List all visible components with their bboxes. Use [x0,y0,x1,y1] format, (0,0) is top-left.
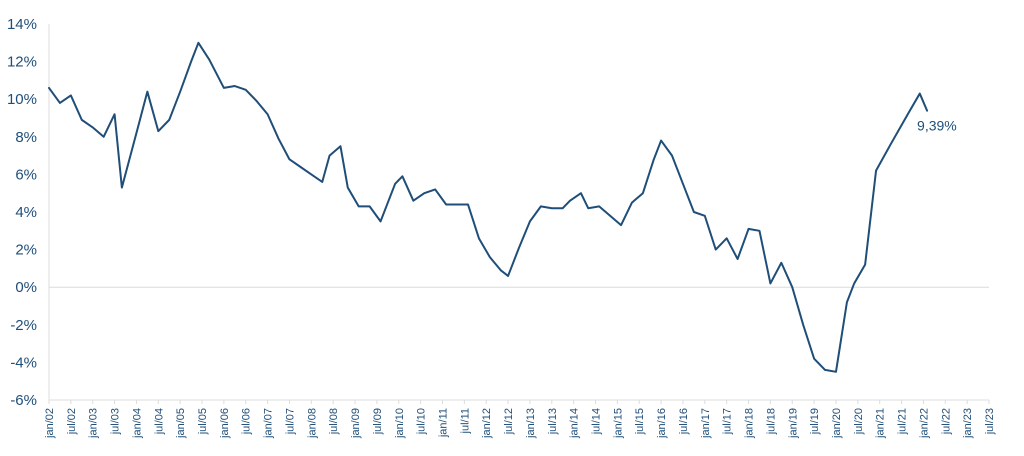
x-tick-label: jan/08 [306,408,318,439]
x-tick-label: jul/06 [241,408,253,435]
x-tick-label: jul/17 [722,408,734,435]
x-tick-label: jul/02 [66,408,78,435]
x-tick-label: jul/04 [153,408,165,435]
y-tick-label: 0% [15,279,37,296]
x-tick-label: jan/10 [394,408,406,439]
x-tick-label: jul/21 [897,408,909,435]
x-tick-label: jul/23 [984,408,996,435]
x-tick-label: jul/08 [328,408,340,435]
x-tick-label: jan/23 [962,408,974,439]
axes [48,24,989,401]
x-tick-label: jul/18 [765,408,777,435]
x-tick-label: jul/11 [459,408,471,434]
last-value-label: 9,39% [917,118,957,134]
x-tick-label: jan/09 [350,408,362,439]
x-tick-label: jan/11 [437,408,449,438]
x-tick-label: jul/15 [634,408,646,435]
x-tick-label: jul/05 [197,408,209,435]
x-tick-label: jan/06 [219,408,231,439]
series-layer [48,41,929,373]
x-tick-label: jan/05 [175,408,187,439]
x-tick-label: jan/07 [263,408,275,439]
y-tick-label: -4% [10,354,37,371]
y-tick-label: 10% [7,91,37,108]
x-axis-ticks: jan/02 jul/02 jan/03 jul/03 jan/04 jul/04 jan/… [44,400,996,439]
x-tick-label: jan/22 [918,408,930,439]
x-tick-label: jul/14 [591,408,603,435]
x-tick-label: jul/20 [853,408,865,435]
y-tick-label: 14% [7,16,37,33]
x-tick-label: jan/12 [481,408,493,439]
x-tick-label: jan/02 [44,408,56,439]
x-tick-label: jan/16 [656,408,668,439]
y-tick-label: 4% [15,204,37,221]
y-tick-label: -2% [10,317,37,334]
x-tick-label: jan/14 [569,408,581,439]
y-tick-label: 6% [15,166,37,183]
x-tick-label: jan/18 [744,408,756,439]
x-tick-label: jan/20 [831,408,843,439]
x-tick-label: jan/04 [131,408,143,439]
x-tick-label: jan/17 [700,408,712,439]
x-tick-label: jul/07 [284,408,296,435]
x-tick-label: jan/15 [612,408,624,439]
x-tick-label: jul/22 [940,408,952,435]
x-tick-label: jul/19 [809,408,821,435]
y-tick-label: -6% [10,392,37,409]
x-tick-label: jan/19 [787,408,799,439]
annotations: 9,39% [917,118,957,134]
x-tick-label: jul/10 [416,408,428,435]
y-axis-ticks: 14% 12% 10% 8% 6% 4% 2% 0% -2% -4% -6% [7,16,37,409]
series-line [48,41,929,373]
x-tick-label: jan/21 [875,408,887,439]
x-tick-label: jul/16 [678,408,690,435]
y-tick-label: 12% [7,54,37,71]
x-tick-label: jul/03 [110,408,122,435]
x-tick-label: jul/09 [372,408,384,435]
x-tick-label: jul/13 [547,408,559,435]
x-tick-label: jan/13 [525,408,537,439]
x-tick-label: jul/12 [503,408,515,435]
y-tick-label: 8% [15,129,37,146]
y-tick-label: 2% [15,242,37,259]
x-tick-label: jan/03 [88,408,100,439]
